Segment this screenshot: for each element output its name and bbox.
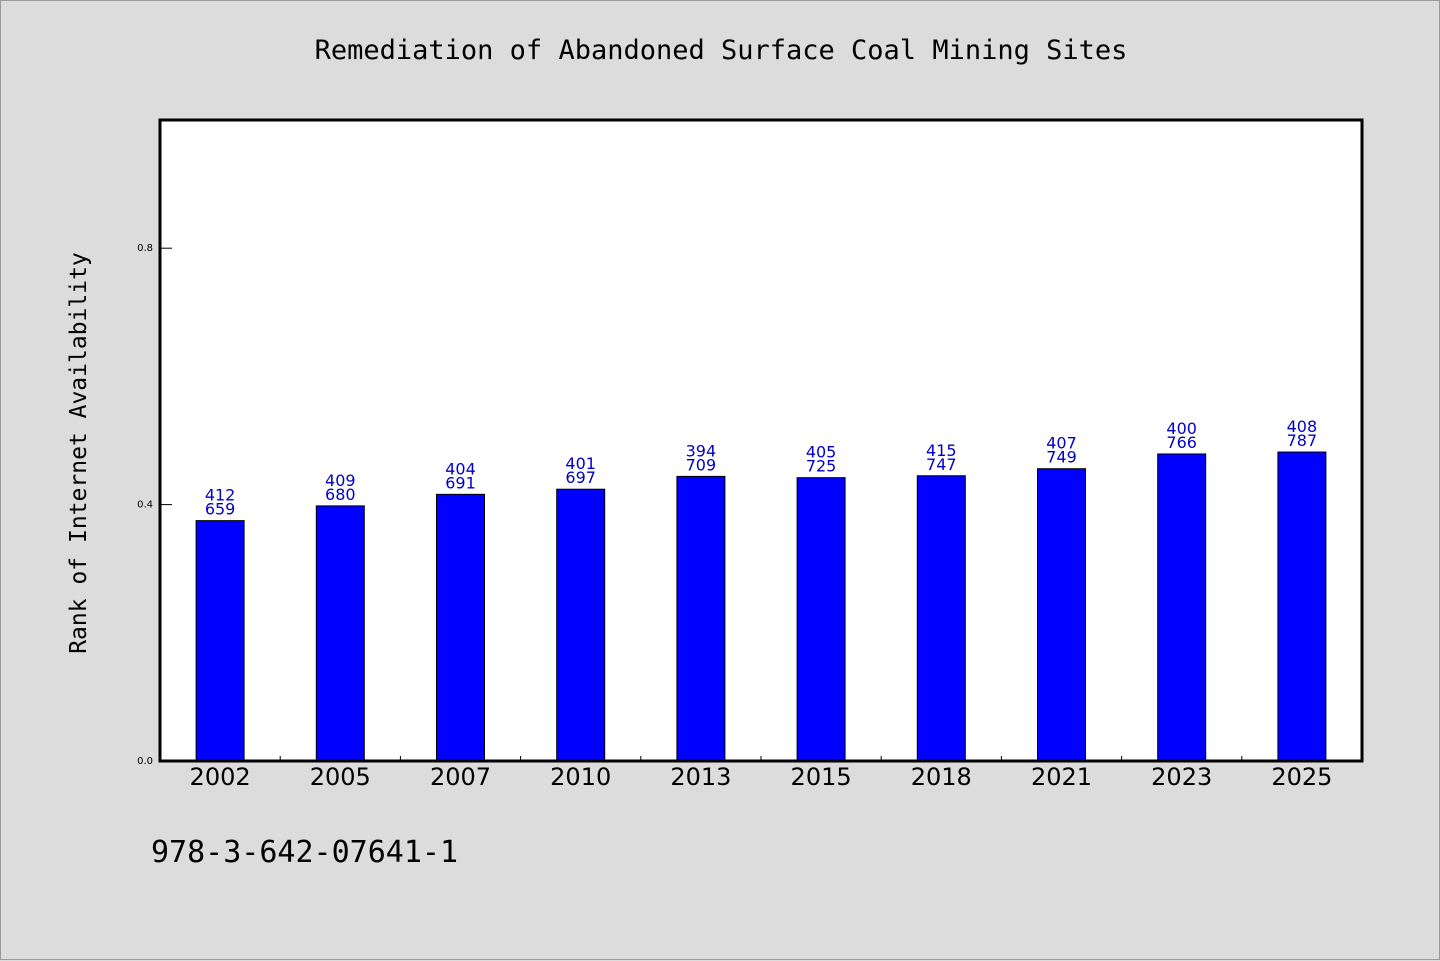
data-label-2021-bottom: 749 <box>1046 448 1077 467</box>
data-label-2015-bottom: 725 <box>806 457 837 476</box>
x-tick-label-2002: 2002 <box>190 763 251 791</box>
data-label-2025-top: 408 <box>1287 417 1318 436</box>
data-label-2007-bottom: 691 <box>445 473 476 492</box>
data-label-2021-top: 407 <box>1046 434 1077 453</box>
plot-border <box>158 118 1364 763</box>
bar-2023 <box>1157 453 1207 762</box>
bar-2015 <box>796 477 846 762</box>
x-tick-label-2005: 2005 <box>310 763 371 791</box>
x-tick-label-2025: 2025 <box>1271 763 1332 791</box>
footer-identifier: 978-3-642-07641-1 <box>151 835 459 870</box>
x-tick-label-2018: 2018 <box>911 763 972 791</box>
data-label-2015-top: 405 <box>806 443 837 462</box>
data-label-2013-top: 394 <box>686 441 717 460</box>
y-tick-label: 0.0 <box>137 756 153 767</box>
data-label-2007-top: 404 <box>445 459 476 478</box>
data-label-2010-top: 401 <box>565 454 596 473</box>
data-label-2002-bottom: 659 <box>205 500 236 519</box>
bar-2007 <box>436 493 485 762</box>
x-tick-label-2021: 2021 <box>1031 763 1092 791</box>
data-label-2010-bottom: 697 <box>565 468 596 487</box>
data-label-2018-bottom: 747 <box>926 455 957 474</box>
data-label-2023-top: 400 <box>1166 419 1197 438</box>
data-label-2005-bottom: 680 <box>325 485 356 504</box>
bar-2018 <box>916 475 966 762</box>
data-label-2018-top: 415 <box>926 441 957 460</box>
bar-2025 <box>1277 451 1327 762</box>
data-label-2013-bottom: 709 <box>686 455 717 474</box>
data-label-2023-bottom: 766 <box>1166 433 1197 452</box>
y-tick-label: 0.8 <box>137 243 153 254</box>
bar-2010 <box>556 488 606 762</box>
chart-title: Remediation of Abandoned Surface Coal Mi… <box>314 35 1128 66</box>
x-tick-label-2023: 2023 <box>1151 763 1212 791</box>
x-tick-label-2010: 2010 <box>550 763 611 791</box>
data-label-2025-bottom: 787 <box>1287 431 1318 450</box>
data-label-2005-top: 409 <box>325 471 356 490</box>
bar-2021 <box>1037 468 1086 762</box>
x-tick-label-2015: 2015 <box>791 763 852 791</box>
x-tick-label-2007: 2007 <box>430 763 491 791</box>
bar-2013 <box>676 475 726 762</box>
y-tick-label: 0.4 <box>137 500 153 511</box>
bar-2002 <box>195 520 245 762</box>
data-label-2002-top: 412 <box>205 486 236 505</box>
bar-2005 <box>315 505 365 762</box>
x-tick-label-2013: 2013 <box>670 763 731 791</box>
